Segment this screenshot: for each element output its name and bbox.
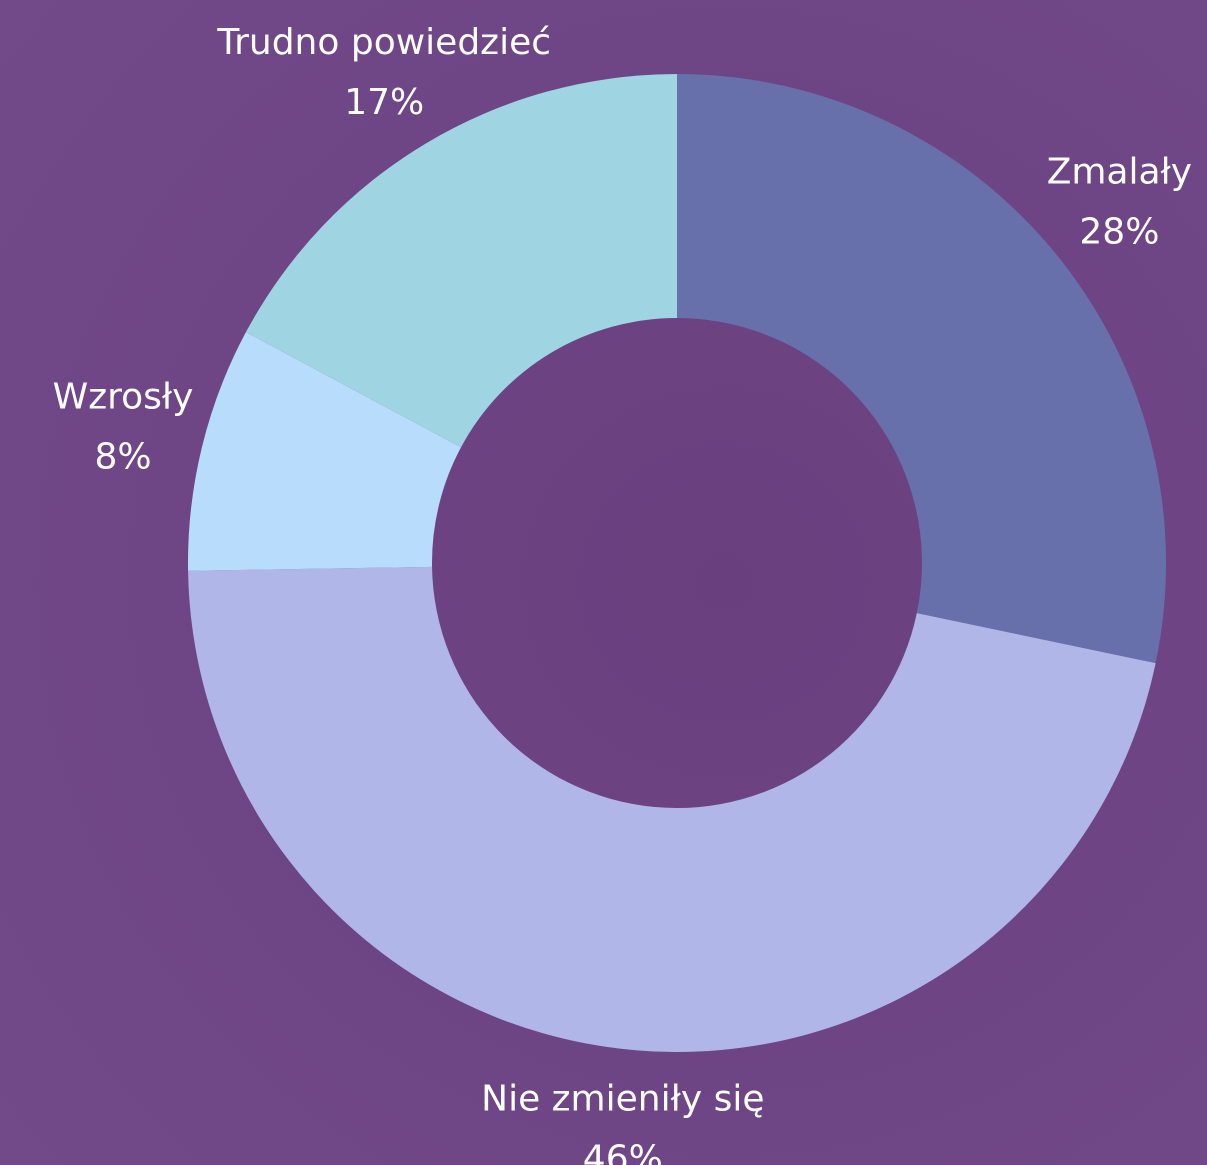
value-label: 17% xyxy=(344,82,424,123)
donut-slice xyxy=(188,332,462,571)
slice-label: Wzrosły xyxy=(53,377,194,418)
value-label: 8% xyxy=(95,437,152,478)
slice-label: Nie zmieniły się xyxy=(481,1078,764,1119)
donut-slice xyxy=(677,74,1166,664)
value-label: 28% xyxy=(1079,212,1159,253)
donut-slice xyxy=(245,74,677,448)
plot: Zmalały 28% Nie zmieniły się 46% Wzrosły 8% Tr… xyxy=(53,22,1192,1165)
slice-label: Zmalały xyxy=(1047,152,1192,193)
slice-label: Trudno powiedzieć xyxy=(216,22,551,63)
donut-slice xyxy=(188,566,1156,1052)
value-label: 46% xyxy=(583,1138,663,1165)
